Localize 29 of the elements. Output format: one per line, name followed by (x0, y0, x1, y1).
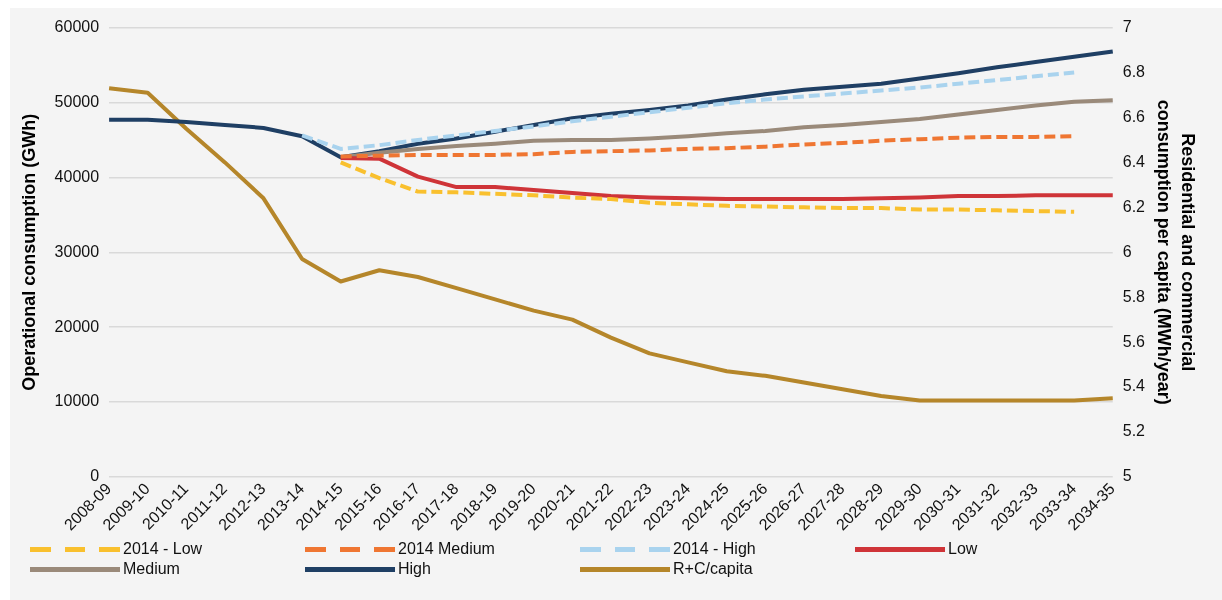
y-tick-label: 60000 (54, 18, 100, 36)
legend-label: R+C/capita (673, 560, 753, 578)
legend-label: Medium (123, 560, 180, 578)
y2-tick-label: 6.6 (1122, 107, 1146, 125)
y-tick-label: 10000 (54, 392, 100, 410)
legend-label: Low (948, 540, 978, 558)
y-tick-label: 50000 (54, 92, 100, 110)
y2-tick-label: 6.2 (1122, 197, 1146, 215)
y2-tick-label: 5.2 (1122, 422, 1146, 440)
line-series (338, 160, 1077, 214)
y2-tick-label: 6.8 (1122, 62, 1146, 80)
y-tick-label: 0 (90, 467, 100, 485)
legend-label: 2014 Medium (398, 540, 495, 558)
y-tick-label: 40000 (54, 167, 100, 185)
y2-tick-label: 6 (1122, 242, 1132, 260)
y2-tick-label: 6.4 (1122, 152, 1146, 170)
y-tick-label: 30000 (54, 242, 100, 260)
y2-tick-label: 5.6 (1122, 332, 1146, 350)
y2-tick-label: 5 (1122, 467, 1132, 485)
y-tick-label: 20000 (54, 317, 100, 335)
legend-label: High (398, 560, 431, 578)
y2-tick-label: 5.8 (1122, 287, 1146, 305)
y-axis-title: Operational consumption (GWh) (18, 113, 39, 391)
y2-axis-title: Residential and commercial consumption per capita (MWh/year) (1154, 99, 1199, 405)
line-series (300, 70, 1077, 151)
legend-label: 2014 - Low (123, 540, 203, 558)
y2-tick-label: 5.4 (1122, 377, 1146, 395)
legend-label: 2014 - High (673, 540, 756, 558)
y2-tick-label: 7 (1122, 18, 1132, 36)
